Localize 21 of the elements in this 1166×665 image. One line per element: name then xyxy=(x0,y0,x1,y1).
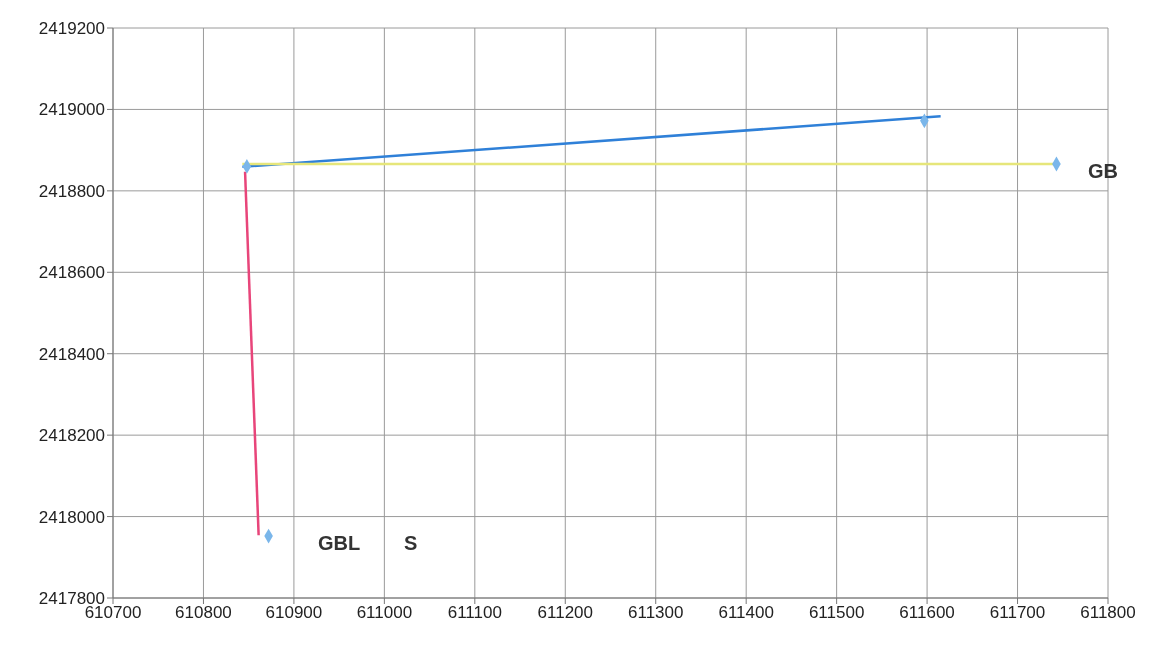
y-tick-label: 2419000 xyxy=(38,100,105,120)
x-tick-label: 610800 xyxy=(175,603,232,623)
y-tick-label: 2419200 xyxy=(38,19,105,39)
x-tick-label: 611200 xyxy=(537,603,594,623)
x-tick-label: 610900 xyxy=(265,603,323,623)
x-tick-label: 611300 xyxy=(627,603,684,623)
annotation: GBL xyxy=(318,532,361,555)
x-tick-label: 611100 xyxy=(447,603,502,623)
y-tick-label: 2418600 xyxy=(38,263,105,283)
y-tick-label: 2418200 xyxy=(38,426,105,446)
x-tick-label: 611800 xyxy=(1080,603,1136,623)
y-tick-label: 2418800 xyxy=(38,181,105,201)
annotation: GB xyxy=(1088,160,1118,183)
x-tick-label: 611400 xyxy=(718,603,774,623)
x-tick-label: 611700 xyxy=(989,603,1046,623)
y-tick-label: 2418400 xyxy=(38,344,105,364)
x-tick-label: 611000 xyxy=(356,603,413,623)
x-tick-label: 611500 xyxy=(808,603,865,623)
y-tick-label: 2418000 xyxy=(38,507,105,527)
x-tick-label: 611600 xyxy=(899,603,955,623)
annotation: S xyxy=(404,532,418,555)
